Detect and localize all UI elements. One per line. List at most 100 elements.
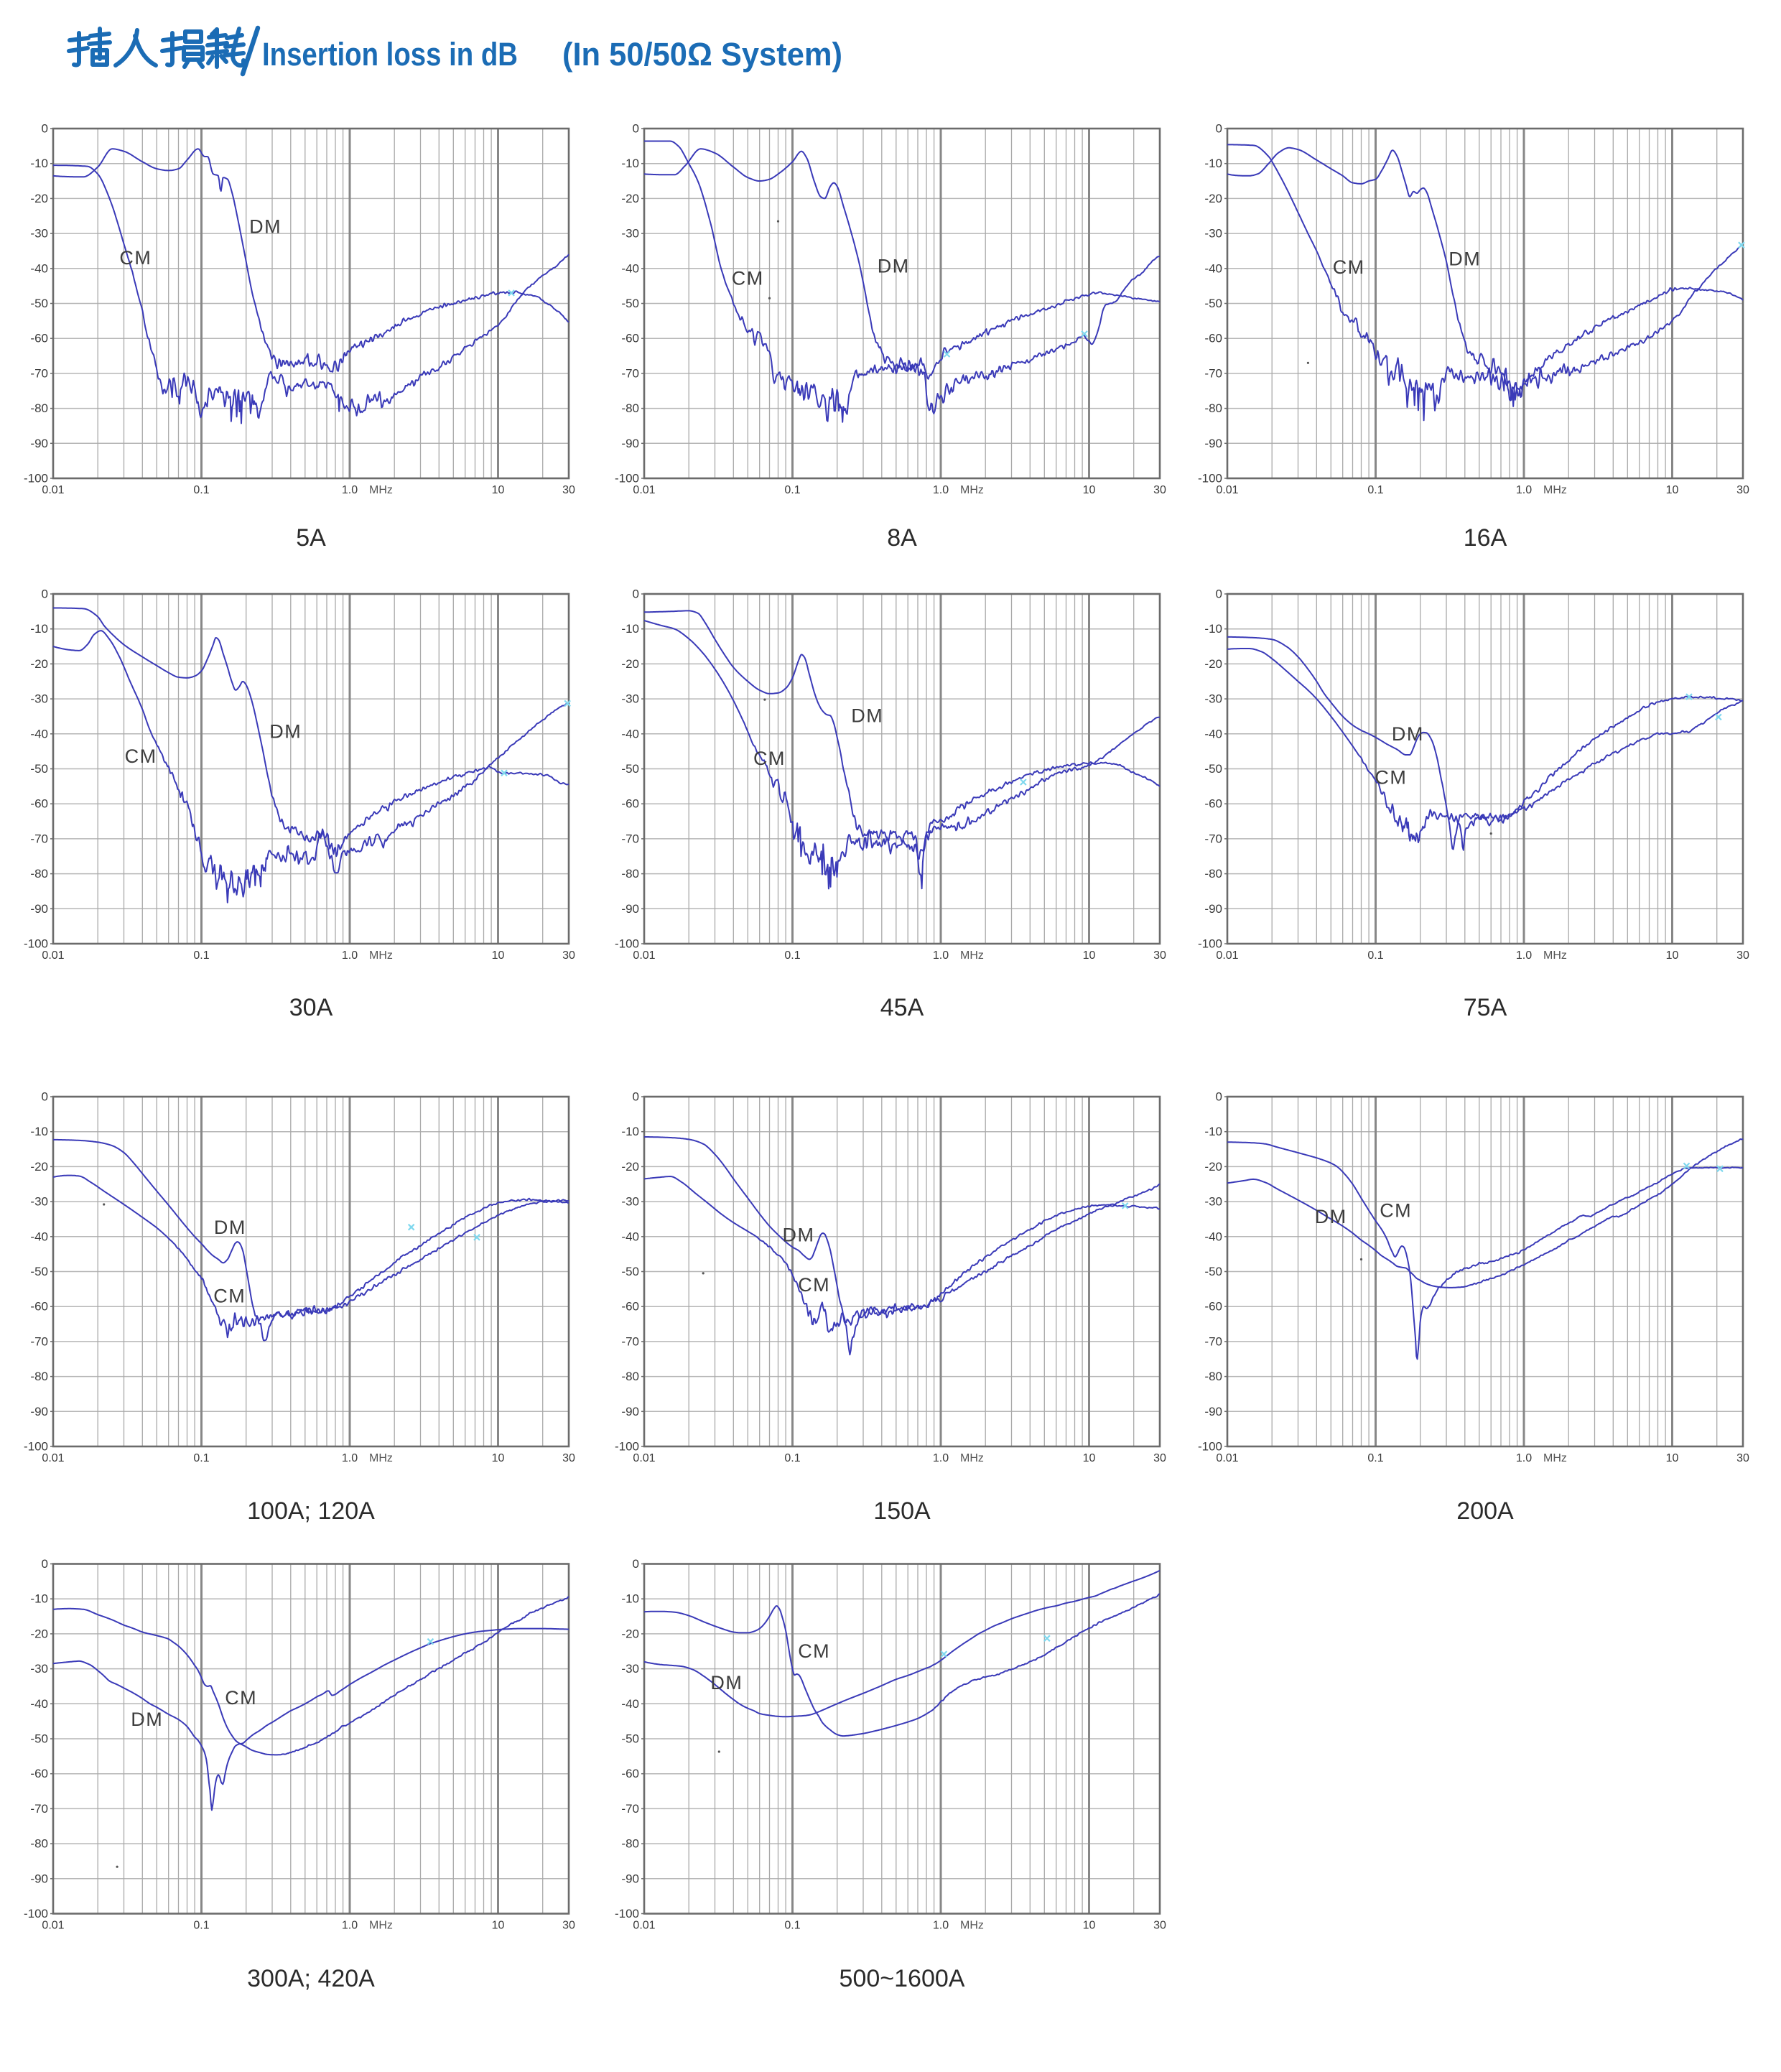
svg-text:1.0: 1.0 bbox=[342, 1452, 358, 1464]
svg-text:0: 0 bbox=[42, 1557, 48, 1571]
svg-text:-40: -40 bbox=[1204, 261, 1222, 275]
svg-text:-10: -10 bbox=[30, 622, 48, 636]
svg-text:-30: -30 bbox=[30, 692, 48, 706]
svg-text:-50: -50 bbox=[30, 1265, 48, 1278]
svg-text:-60: -60 bbox=[621, 1300, 639, 1314]
svg-text:-30: -30 bbox=[30, 1195, 48, 1209]
svg-text:-50: -50 bbox=[1204, 297, 1222, 310]
svg-text:0.1: 0.1 bbox=[784, 949, 800, 962]
svg-text:-20: -20 bbox=[30, 1627, 48, 1640]
svg-text:MHz: MHz bbox=[960, 1920, 984, 1932]
svg-text:-70: -70 bbox=[621, 832, 639, 845]
svg-text:45A: 45A bbox=[880, 994, 924, 1021]
svg-text:-20: -20 bbox=[1204, 657, 1222, 671]
svg-text:10: 10 bbox=[1083, 1920, 1096, 1932]
svg-text:DM: DM bbox=[1448, 248, 1481, 270]
svg-text:(In 50/50Ω System): (In 50/50Ω System) bbox=[562, 36, 842, 73]
svg-text:DM: DM bbox=[851, 705, 883, 727]
svg-text:-10: -10 bbox=[621, 157, 639, 170]
svg-text:1.0: 1.0 bbox=[342, 949, 358, 962]
svg-text:-20: -20 bbox=[30, 192, 48, 205]
svg-text:Insertion loss in dB: Insertion loss in dB bbox=[262, 36, 518, 73]
svg-text:5A: 5A bbox=[296, 524, 326, 552]
svg-text:CM: CM bbox=[225, 1687, 257, 1709]
svg-text:0.1: 0.1 bbox=[193, 484, 209, 496]
svg-text:1.0: 1.0 bbox=[1516, 949, 1532, 962]
svg-text:-50: -50 bbox=[621, 1732, 639, 1746]
svg-text:-10: -10 bbox=[30, 1592, 48, 1606]
svg-text:-80: -80 bbox=[30, 401, 48, 415]
svg-text:-90: -90 bbox=[621, 1405, 639, 1418]
svg-text:1.0: 1.0 bbox=[933, 1920, 949, 1932]
svg-text:30: 30 bbox=[1153, 1452, 1166, 1464]
svg-text:10: 10 bbox=[1083, 484, 1096, 496]
svg-text:-100: -100 bbox=[1198, 472, 1222, 486]
svg-text:0.1: 0.1 bbox=[784, 1452, 800, 1464]
svg-text:-80: -80 bbox=[621, 401, 639, 415]
svg-text:-70: -70 bbox=[621, 1802, 639, 1816]
svg-text:-40: -40 bbox=[30, 261, 48, 275]
svg-text:-20: -20 bbox=[30, 1160, 48, 1174]
svg-text:10: 10 bbox=[492, 1452, 505, 1464]
svg-text:DM: DM bbox=[1315, 1206, 1347, 1227]
svg-text:-60: -60 bbox=[621, 797, 639, 811]
svg-text:-90: -90 bbox=[30, 1872, 48, 1885]
svg-text:150A: 150A bbox=[873, 1497, 931, 1525]
svg-text:-80: -80 bbox=[1204, 401, 1222, 415]
svg-text:-20: -20 bbox=[1204, 192, 1222, 205]
svg-text:-90: -90 bbox=[1204, 902, 1222, 916]
svg-text:-90: -90 bbox=[30, 902, 48, 916]
svg-text:-70: -70 bbox=[1204, 1334, 1222, 1348]
svg-text:1.0: 1.0 bbox=[342, 484, 358, 496]
svg-text:MHz: MHz bbox=[369, 484, 393, 496]
svg-text:0: 0 bbox=[633, 122, 639, 136]
svg-text:-30: -30 bbox=[30, 227, 48, 241]
svg-text:-20: -20 bbox=[1204, 1160, 1222, 1174]
svg-text:1.0: 1.0 bbox=[342, 1920, 358, 1932]
svg-text:-10: -10 bbox=[30, 1125, 48, 1138]
svg-text:-50: -50 bbox=[30, 762, 48, 776]
svg-text:30: 30 bbox=[562, 1920, 575, 1932]
svg-text:0: 0 bbox=[42, 122, 48, 136]
svg-text:-20: -20 bbox=[30, 657, 48, 671]
svg-text:-50: -50 bbox=[1204, 1265, 1222, 1278]
svg-text:-30: -30 bbox=[30, 1662, 48, 1676]
svg-text:-20: -20 bbox=[621, 657, 639, 671]
svg-text:1.0: 1.0 bbox=[933, 949, 949, 962]
svg-text:-60: -60 bbox=[621, 1767, 639, 1780]
svg-text:-90: -90 bbox=[30, 437, 48, 450]
svg-text:0: 0 bbox=[633, 1090, 639, 1104]
svg-text:-100: -100 bbox=[24, 472, 48, 486]
svg-text:1.0: 1.0 bbox=[933, 1452, 949, 1464]
svg-text:MHz: MHz bbox=[960, 484, 984, 496]
svg-text:-90: -90 bbox=[1204, 437, 1222, 450]
svg-text:10: 10 bbox=[1666, 949, 1679, 962]
svg-text:-40: -40 bbox=[621, 727, 639, 740]
svg-text:0.01: 0.01 bbox=[1216, 1452, 1238, 1464]
svg-text:0: 0 bbox=[633, 1557, 639, 1571]
svg-text:MHz: MHz bbox=[1543, 484, 1567, 496]
svg-text:-100: -100 bbox=[1198, 1440, 1222, 1454]
svg-text:CM: CM bbox=[753, 748, 786, 769]
svg-text:-30: -30 bbox=[621, 692, 639, 706]
svg-text:30: 30 bbox=[562, 949, 575, 962]
svg-text:8A: 8A bbox=[887, 524, 917, 552]
svg-text:-10: -10 bbox=[1204, 157, 1222, 170]
svg-text:DM: DM bbox=[249, 215, 282, 237]
svg-text:DM: DM bbox=[710, 1672, 743, 1694]
svg-text:0.01: 0.01 bbox=[633, 1452, 655, 1464]
svg-text:0.01: 0.01 bbox=[633, 949, 655, 962]
svg-text:0.1: 0.1 bbox=[784, 484, 800, 496]
svg-text:30: 30 bbox=[562, 1452, 575, 1464]
svg-text:200A: 200A bbox=[1456, 1497, 1514, 1525]
svg-text:10: 10 bbox=[492, 484, 505, 496]
svg-text:0: 0 bbox=[1216, 122, 1222, 136]
svg-text:0.01: 0.01 bbox=[633, 484, 655, 496]
svg-text:30: 30 bbox=[1153, 1920, 1166, 1932]
svg-text:0: 0 bbox=[42, 587, 48, 601]
svg-text:-80: -80 bbox=[621, 1837, 639, 1851]
svg-text:-60: -60 bbox=[1204, 332, 1222, 345]
svg-text:CM: CM bbox=[1333, 256, 1365, 278]
svg-text:-50: -50 bbox=[621, 1265, 639, 1278]
svg-text:-70: -70 bbox=[1204, 366, 1222, 380]
